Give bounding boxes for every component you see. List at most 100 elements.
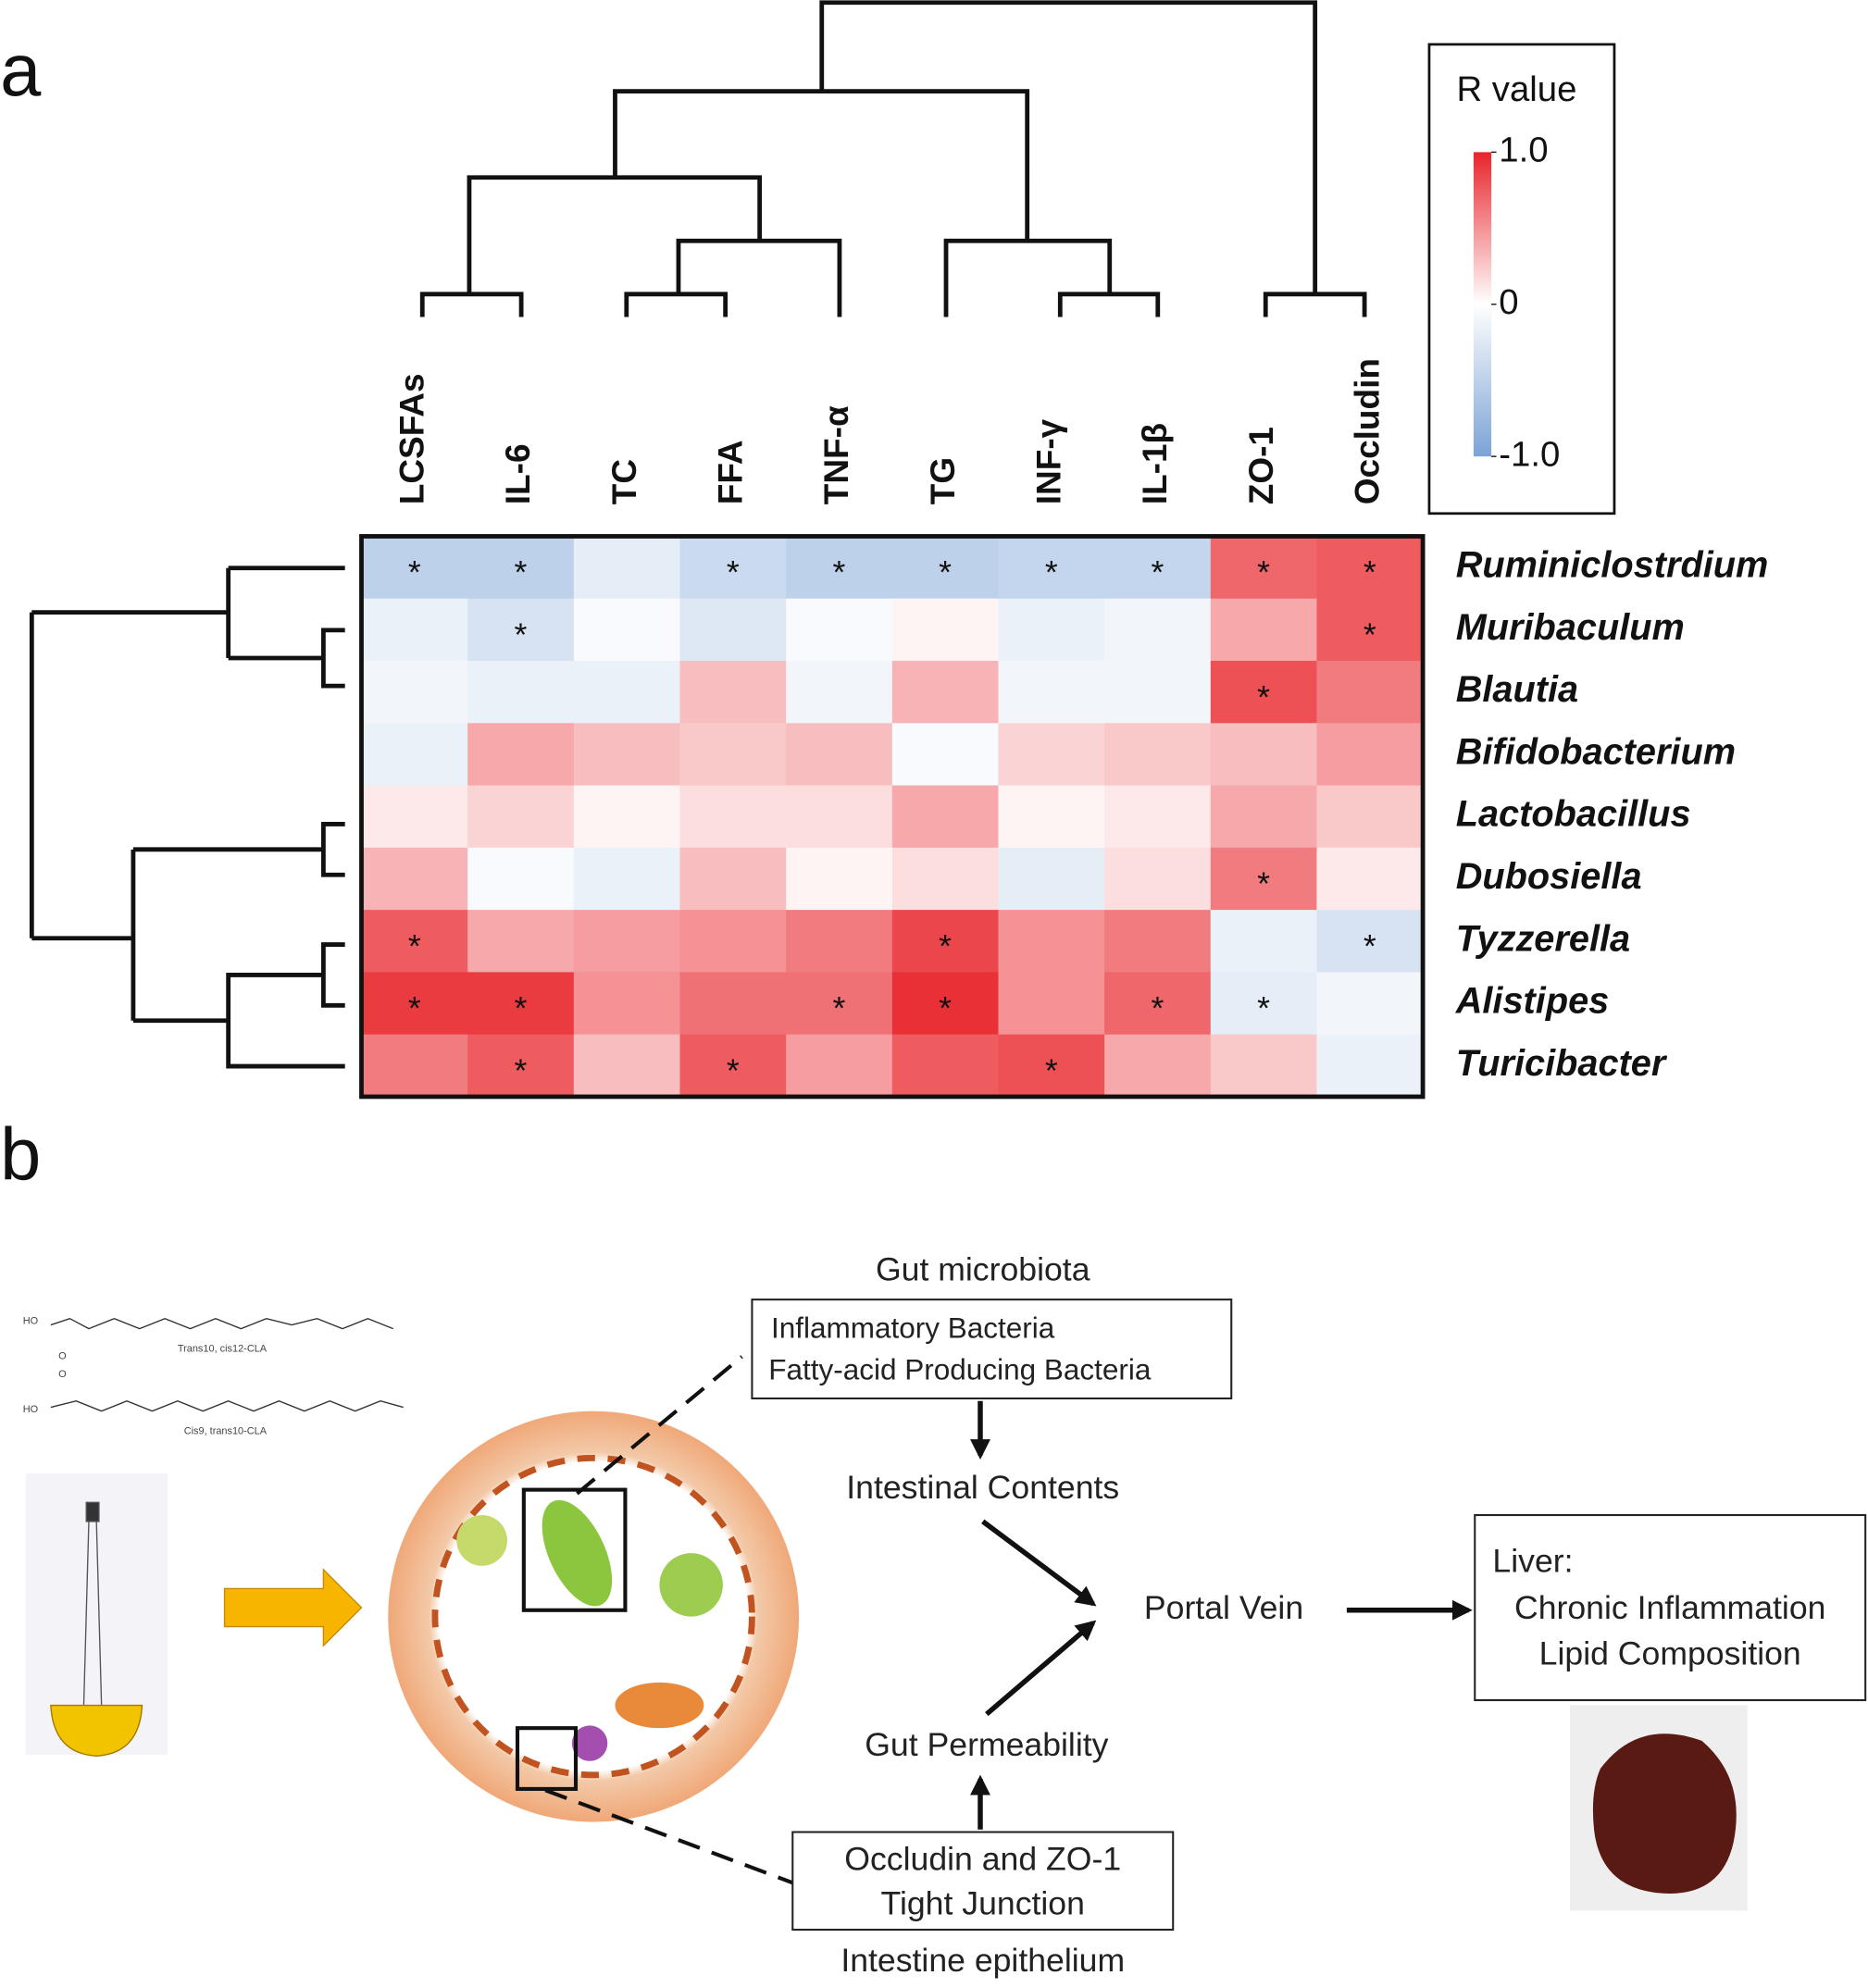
heat-cell bbox=[1316, 1034, 1424, 1098]
heat-cell bbox=[998, 847, 1105, 911]
significance-star: * bbox=[727, 1052, 740, 1089]
row-dendrogram bbox=[29, 565, 345, 1069]
heat-cell bbox=[786, 661, 893, 724]
heat-cell bbox=[891, 847, 1000, 911]
heat-cell bbox=[1210, 661, 1318, 724]
heat-cell bbox=[998, 536, 1105, 600]
colorbar-tick-label: -1.0 bbox=[1499, 434, 1560, 474]
heat-cell bbox=[1316, 847, 1424, 911]
gut-cross-section bbox=[388, 1410, 800, 1822]
heat-cell bbox=[1210, 972, 1318, 1036]
heat-cell bbox=[891, 785, 1000, 849]
heat-cell bbox=[1104, 847, 1212, 911]
heat-cell bbox=[679, 661, 787, 724]
heat-cell bbox=[998, 723, 1105, 787]
row-label: Dubosiella bbox=[1456, 856, 1642, 897]
heat-cell bbox=[1316, 785, 1424, 849]
colorbar-tick-label: 0 bbox=[1499, 282, 1518, 322]
column-label: IL-6 bbox=[499, 443, 537, 504]
colorbar-frame bbox=[1427, 43, 1616, 516]
heat-cell bbox=[467, 1034, 575, 1098]
dashed-line bbox=[544, 1355, 793, 1885]
heat-cell bbox=[361, 972, 468, 1036]
heat-cell bbox=[679, 598, 787, 662]
heat-cell bbox=[891, 723, 1000, 787]
oil bbox=[50, 1704, 143, 1757]
bacterium bbox=[456, 1515, 508, 1566]
heat-cell bbox=[467, 723, 575, 787]
heat-cell bbox=[361, 536, 468, 600]
heat-cell bbox=[361, 785, 468, 849]
heat-cell bbox=[573, 785, 681, 849]
heat-cell bbox=[786, 536, 893, 600]
significance-star: * bbox=[1364, 616, 1376, 653]
yellow-arrow bbox=[223, 1568, 363, 1647]
significance-star: * bbox=[515, 554, 528, 591]
significance-star: * bbox=[408, 927, 421, 964]
column-label: LCSFAs bbox=[393, 373, 431, 504]
bacterium bbox=[615, 1682, 704, 1729]
heat-cell bbox=[998, 1034, 1105, 1098]
row-label: Turicibacter bbox=[1456, 1043, 1668, 1084]
heat-cell bbox=[679, 785, 787, 849]
heat-cell bbox=[1104, 1034, 1212, 1098]
label: Fatty-acid Producing Bacteria bbox=[768, 1353, 1152, 1386]
chem-label: Trans10, cis12-CLA bbox=[178, 1343, 268, 1354]
row-label: Alistipes bbox=[1455, 981, 1610, 1022]
column-dendrogram bbox=[419, 0, 1367, 317]
colorbar: R value 1.0 0 -1.0 bbox=[1427, 43, 1616, 516]
heat-cell bbox=[891, 1034, 1000, 1098]
heat-cell bbox=[573, 723, 681, 787]
liver bbox=[1592, 1733, 1737, 1894]
significance-star: * bbox=[939, 554, 952, 591]
significance-star: * bbox=[408, 554, 421, 591]
heat-cell bbox=[998, 910, 1105, 974]
column-label: INF-γ bbox=[1030, 418, 1068, 504]
heat-cell bbox=[891, 972, 1000, 1036]
villi bbox=[431, 1454, 755, 1779]
heat-cell bbox=[573, 598, 681, 662]
bacterium bbox=[571, 1725, 608, 1761]
row-label: Bifidobacterium bbox=[1456, 731, 1736, 772]
heat-cell bbox=[573, 910, 681, 974]
heat-cell bbox=[1104, 785, 1212, 849]
heat-cell bbox=[786, 1034, 893, 1098]
chem-label: O bbox=[58, 1351, 67, 1362]
heat-cell bbox=[1316, 972, 1424, 1036]
column-label: IL-1β bbox=[1136, 423, 1174, 504]
heat-cell bbox=[679, 972, 787, 1036]
heat-cell bbox=[679, 910, 787, 974]
heat-cell bbox=[679, 536, 787, 600]
heat-cell bbox=[998, 972, 1105, 1036]
heat-cell bbox=[1316, 536, 1424, 600]
heat-cell bbox=[1210, 910, 1318, 974]
heat-cell bbox=[786, 910, 893, 974]
significance-star: * bbox=[1045, 554, 1058, 591]
heat-cell bbox=[891, 661, 1000, 724]
significance-star: * bbox=[939, 927, 952, 964]
box bbox=[791, 1831, 1175, 1932]
significance-star: * bbox=[833, 990, 846, 1027]
bacterium bbox=[542, 1499, 613, 1607]
chem-label: Cis9, trans10-CLA bbox=[184, 1426, 268, 1437]
chem-structure bbox=[50, 1399, 404, 1412]
heat-cell bbox=[467, 785, 575, 849]
label: Chronic Inflammation bbox=[1514, 1589, 1825, 1626]
heat-cell bbox=[361, 847, 468, 911]
heat-cell bbox=[573, 847, 681, 911]
significance-star: * bbox=[1364, 554, 1376, 591]
significance-star: * bbox=[1152, 990, 1164, 1027]
heat-cell bbox=[573, 972, 681, 1036]
label: Liver: bbox=[1492, 1542, 1573, 1579]
heat-cell bbox=[1104, 598, 1212, 662]
heat-cell bbox=[361, 723, 468, 787]
label: Portal Vein bbox=[1144, 1589, 1303, 1626]
heat-cell bbox=[467, 910, 575, 974]
heat-cell bbox=[998, 785, 1105, 849]
heat-cell bbox=[1104, 910, 1212, 974]
heat-cell bbox=[1210, 598, 1318, 662]
label: Occludin and ZO-1 bbox=[844, 1840, 1121, 1877]
column-label: TC bbox=[605, 459, 643, 504]
